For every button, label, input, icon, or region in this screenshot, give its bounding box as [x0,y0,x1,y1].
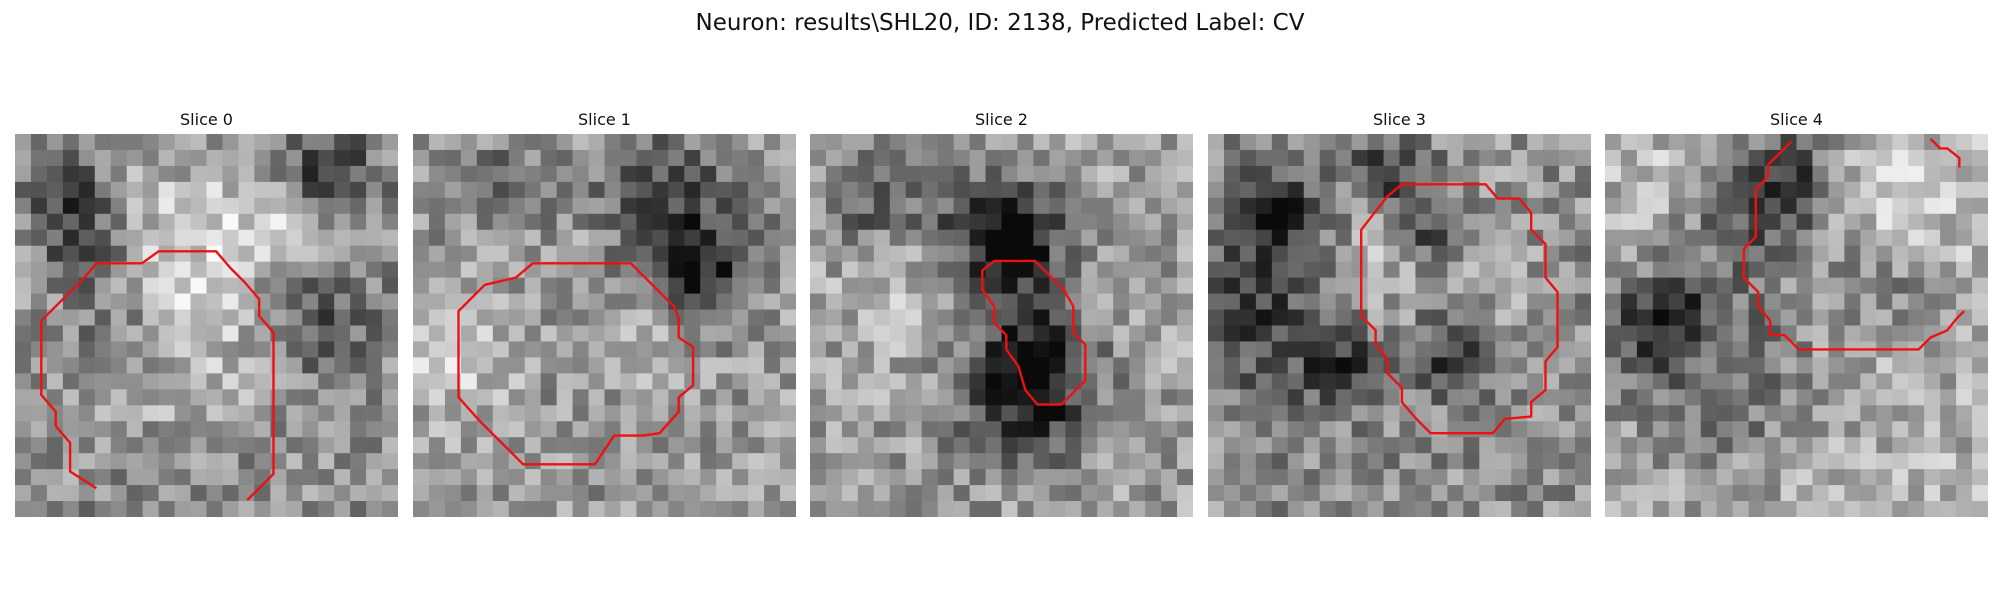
slice-panel-3: Slice 3 [1208,108,1591,517]
neuron-contour [457,262,695,466]
figure-title: Neuron: results\SHL20, ID: 2138, Predict… [695,10,1305,36]
neuron-contour [1742,140,1965,351]
slice-image [810,134,1193,517]
slice-image [1208,134,1591,517]
slice-image-svg [810,134,1193,517]
slice-texture [413,134,796,517]
slice-texture [1208,134,1591,517]
slice-panel-1: Slice 1 [413,108,796,517]
slice-panel-4: Slice 4 [1605,108,1988,517]
slice-title: Slice 2 [975,110,1028,129]
slice-title: Slice 3 [1373,110,1426,129]
slice-image [413,134,796,517]
slice-title: Slice 0 [180,110,233,129]
slice-image-svg [1605,134,1988,517]
slice-panel-2: Slice 2 [810,108,1193,517]
neuron-contour-fragment [1929,137,1961,168]
slice-texture [810,134,1193,517]
neuron-contour [1359,183,1559,435]
slice-image [15,134,398,517]
slice-panel-0: Slice 0 [15,108,398,517]
slice-title: Slice 4 [1770,110,1823,129]
slice-title: Slice 1 [578,110,631,129]
slice-texture [15,134,398,517]
neuron-contour [40,250,275,502]
slice-texture [1605,134,1988,517]
neuron-contour [981,259,1087,406]
slice-image-svg [413,134,796,517]
slice-image-svg [1208,134,1591,517]
slice-image [1605,134,1988,517]
slice-image-svg [15,134,398,517]
